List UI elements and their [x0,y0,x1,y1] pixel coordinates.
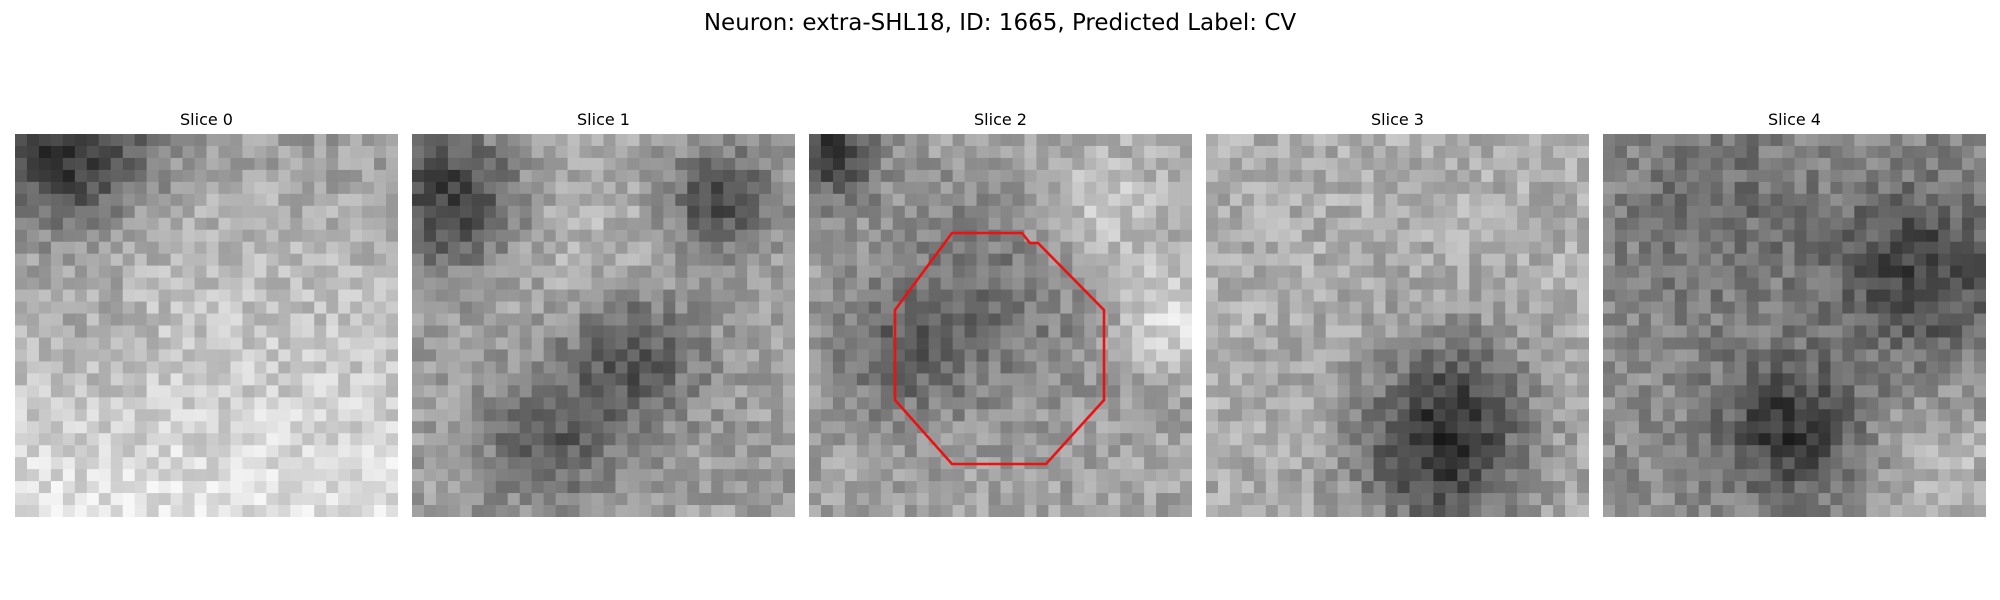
slice-heatmap [809,134,1192,517]
pixel-grid [1603,134,1986,517]
slice-image [809,134,1192,517]
slice-heatmap [15,134,398,517]
slice-heatmap [1603,134,1986,517]
roi-octagon-outline [893,231,1106,466]
slice-title: Slice 3 [1371,110,1424,129]
figure-title: Neuron: extra-SHL18, ID: 1665, Predicted… [703,10,1297,36]
slice-image [1603,134,1986,517]
slice-image [412,134,795,517]
pixel-grid [412,134,795,517]
slice-heatmap [412,134,795,517]
pixel-grid [1206,134,1589,517]
slice-image [15,134,398,517]
slice-title: Slice 2 [974,110,1027,129]
slice-heatmap [1206,134,1589,517]
slice-title: Slice 0 [180,110,233,129]
pixel-grid [15,134,398,517]
pixel-grid [809,134,1192,517]
slice-title: Slice 4 [1768,110,1821,129]
slice-image [1206,134,1589,517]
slice-title: Slice 1 [577,110,630,129]
